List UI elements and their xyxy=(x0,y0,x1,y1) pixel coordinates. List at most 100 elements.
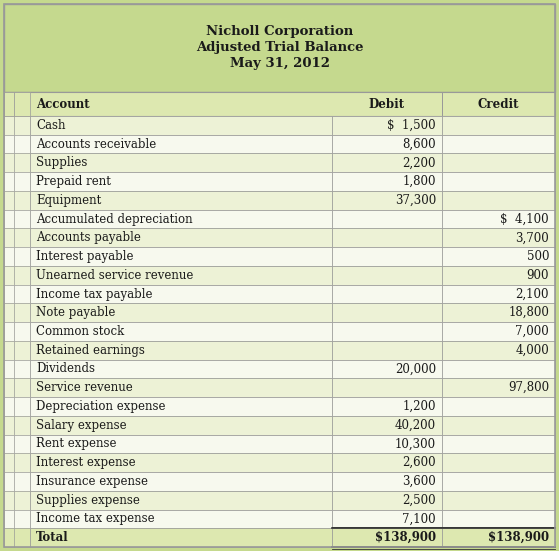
Text: 3,600: 3,600 xyxy=(402,475,436,488)
Bar xyxy=(30,229,332,247)
Text: May 31, 2012: May 31, 2012 xyxy=(230,57,329,71)
Text: 4,000: 4,000 xyxy=(515,344,549,356)
Text: Debit: Debit xyxy=(369,98,405,111)
Bar xyxy=(14,397,30,416)
Bar xyxy=(332,416,442,435)
Bar xyxy=(442,360,555,379)
Text: $  4,100: $ 4,100 xyxy=(500,213,549,225)
Bar xyxy=(14,154,30,172)
Bar xyxy=(4,210,14,229)
Bar xyxy=(14,92,30,116)
Text: 97,800: 97,800 xyxy=(508,381,549,394)
Bar xyxy=(332,322,442,341)
Bar xyxy=(14,379,30,397)
Bar xyxy=(4,266,14,285)
Bar xyxy=(332,210,442,229)
Bar xyxy=(4,416,14,435)
Text: 900: 900 xyxy=(527,269,549,282)
Bar xyxy=(442,304,555,322)
Bar xyxy=(332,266,442,285)
Bar xyxy=(14,191,30,210)
Bar xyxy=(30,472,332,491)
Text: $  1,500: $ 1,500 xyxy=(387,119,436,132)
Bar xyxy=(30,528,332,547)
Bar xyxy=(332,285,442,304)
Text: Rent expense: Rent expense xyxy=(36,437,116,450)
Bar xyxy=(30,135,332,154)
Bar xyxy=(4,92,14,116)
Bar xyxy=(4,341,14,360)
Text: Interest expense: Interest expense xyxy=(36,456,136,469)
Bar xyxy=(14,322,30,341)
Bar xyxy=(14,491,30,510)
Text: Interest payable: Interest payable xyxy=(36,250,134,263)
Bar xyxy=(30,416,332,435)
Bar xyxy=(332,172,442,191)
Bar xyxy=(4,116,14,135)
Text: Adjusted Trial Balance: Adjusted Trial Balance xyxy=(196,41,363,55)
Bar xyxy=(332,247,442,266)
Text: 2,100: 2,100 xyxy=(515,288,549,300)
Bar xyxy=(442,453,555,472)
Bar xyxy=(30,491,332,510)
Bar xyxy=(4,4,555,92)
Bar xyxy=(30,397,332,416)
Bar xyxy=(442,247,555,266)
Text: 7,100: 7,100 xyxy=(402,512,436,526)
Bar xyxy=(332,453,442,472)
Bar xyxy=(14,210,30,229)
Bar xyxy=(332,341,442,360)
Bar xyxy=(442,229,555,247)
Bar xyxy=(332,379,442,397)
Bar xyxy=(442,116,555,135)
Bar xyxy=(14,472,30,491)
Bar xyxy=(14,135,30,154)
Bar xyxy=(4,304,14,322)
Bar xyxy=(442,491,555,510)
Text: 18,800: 18,800 xyxy=(508,306,549,319)
Bar xyxy=(442,135,555,154)
Bar xyxy=(4,191,14,210)
Bar xyxy=(332,528,442,547)
Text: Income tax payable: Income tax payable xyxy=(36,288,153,300)
Bar xyxy=(4,154,14,172)
Bar xyxy=(4,435,14,453)
Text: Supplies: Supplies xyxy=(36,156,87,169)
Bar xyxy=(14,285,30,304)
Bar xyxy=(30,116,332,135)
Text: Equipment: Equipment xyxy=(36,194,101,207)
Text: Account: Account xyxy=(36,98,89,111)
Bar xyxy=(14,304,30,322)
Bar xyxy=(332,510,442,528)
Bar xyxy=(4,453,14,472)
Bar xyxy=(4,285,14,304)
Bar xyxy=(30,172,332,191)
Bar xyxy=(442,266,555,285)
Text: Prepaid rent: Prepaid rent xyxy=(36,175,111,188)
Text: 10,300: 10,300 xyxy=(395,437,436,450)
Bar xyxy=(4,247,14,266)
Bar xyxy=(14,510,30,528)
Bar xyxy=(4,172,14,191)
Text: 20,000: 20,000 xyxy=(395,363,436,375)
Bar xyxy=(442,322,555,341)
Bar xyxy=(14,360,30,379)
Bar xyxy=(14,172,30,191)
Bar xyxy=(14,435,30,453)
Bar xyxy=(30,191,332,210)
Bar xyxy=(442,416,555,435)
Bar xyxy=(30,210,332,229)
Bar xyxy=(14,247,30,266)
Bar xyxy=(4,472,14,491)
Text: Depreciation expense: Depreciation expense xyxy=(36,400,165,413)
Text: 3,700: 3,700 xyxy=(515,231,549,244)
Bar xyxy=(442,435,555,453)
Bar xyxy=(30,341,332,360)
Bar xyxy=(442,191,555,210)
Bar xyxy=(332,304,442,322)
Text: 500: 500 xyxy=(527,250,549,263)
Text: Common stock: Common stock xyxy=(36,325,124,338)
Bar xyxy=(30,154,332,172)
Bar xyxy=(30,304,332,322)
Bar xyxy=(4,510,14,528)
